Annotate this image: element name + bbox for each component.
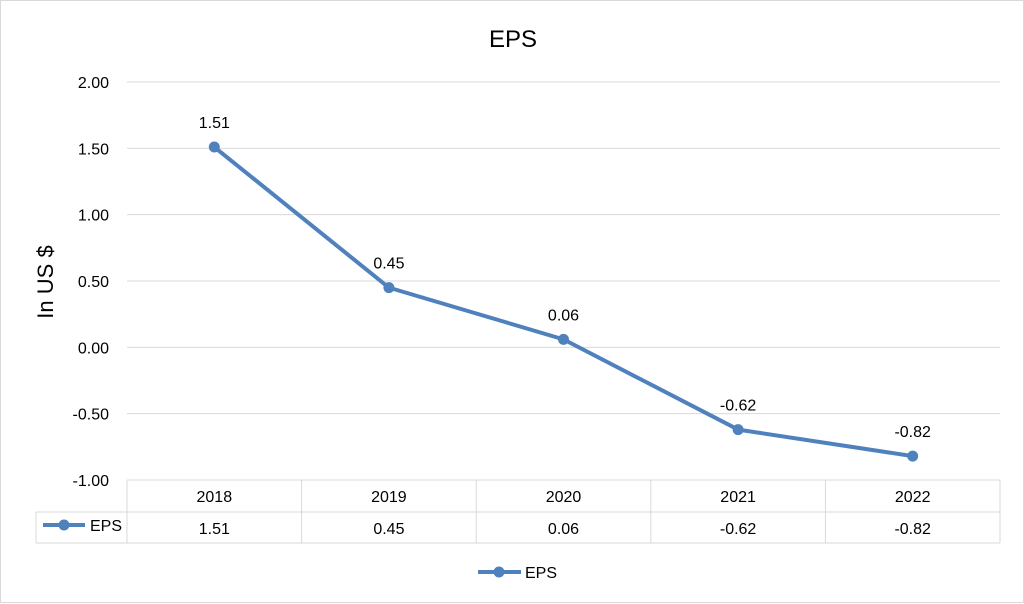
y-tick-label: 2.00 (78, 75, 109, 92)
data-point (383, 282, 395, 294)
data-point (558, 333, 569, 345)
x-tick-label: 2021 (720, 489, 756, 506)
x-tick-label: 2019 (371, 489, 407, 506)
y-axis-label: In US $ (33, 245, 58, 318)
data-labels: 1.51 0.45 0.06 -0.62 -0.82 (199, 115, 931, 441)
data-point (208, 141, 220, 153)
y-tick-label: 0.00 (78, 340, 109, 357)
data-point (907, 450, 919, 462)
chart-title: EPS (489, 26, 537, 53)
x-tick-label: 2022 (895, 489, 931, 506)
x-tick-label: 2020 (546, 489, 582, 506)
table-legend-key-marker (58, 519, 70, 531)
x-tick-label: 2018 (197, 489, 233, 506)
data-label: 0.45 (373, 256, 404, 273)
y-axis-ticks: 2.00 1.50 1.00 0.50 0.00 -0.50 -1.00 (73, 75, 110, 490)
y-tick-label: -0.50 (73, 407, 110, 424)
data-label: 1.51 (199, 115, 230, 132)
data-label: 0.06 (548, 307, 579, 324)
table-cell-value: 0.06 (548, 521, 579, 538)
legend-key-marker (493, 566, 505, 578)
series-eps (208, 141, 919, 462)
data-table: 2018 1.51 2019 0.45 2020 0.06 2021 -0.62 2022 -0.… (35, 479, 1001, 544)
y-tick-label: 0.50 (78, 274, 109, 291)
gridlines (127, 81, 1000, 415)
legend-label: EPS (525, 565, 557, 582)
series-line (212, 145, 915, 459)
y-tick-label: 1.00 (78, 208, 109, 225)
table-cell-value: -0.62 (720, 521, 757, 538)
table-cell-value: -0.82 (894, 521, 931, 538)
table-cell-value: 1.51 (199, 521, 230, 538)
table-cell-value: 0.45 (373, 521, 404, 538)
y-tick-label: 1.50 (78, 141, 109, 158)
data-point (732, 424, 744, 436)
table-row-label: EPS (90, 518, 122, 535)
data-label: -0.62 (720, 398, 757, 415)
data-label: -0.82 (894, 424, 931, 441)
y-tick-label: -1.00 (73, 473, 110, 490)
legend: EPS (478, 565, 557, 582)
